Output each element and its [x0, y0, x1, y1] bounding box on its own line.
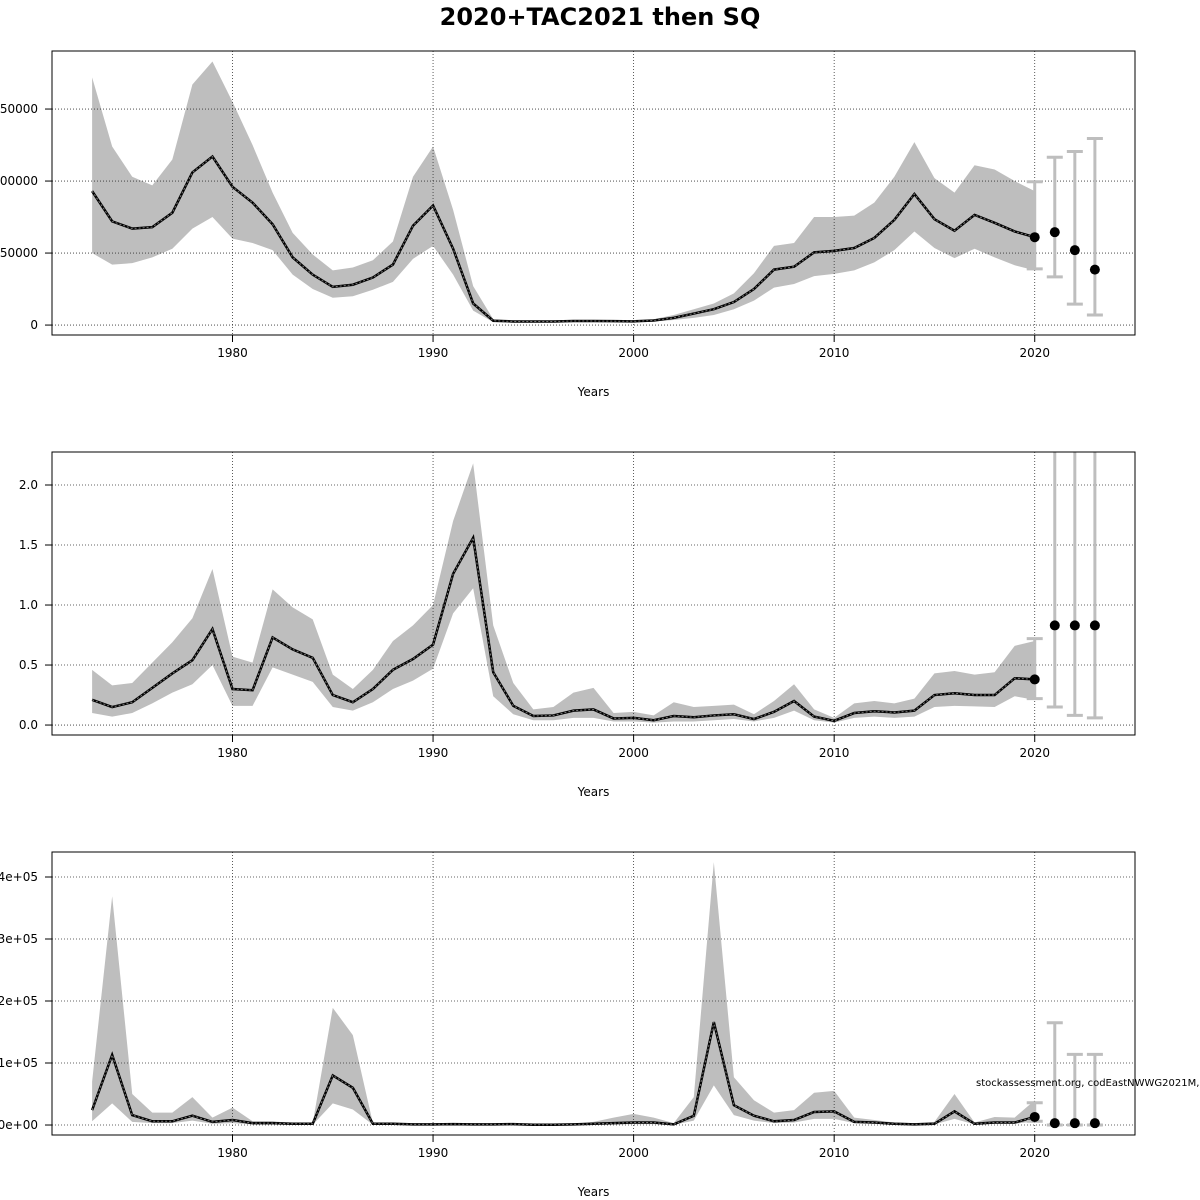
- forecast-point: [1089, 264, 1100, 275]
- x-tick-label: 1990: [418, 746, 449, 760]
- x-tick-label: 1980: [217, 746, 248, 760]
- forecast-point: [1049, 227, 1060, 238]
- plot-frame: [51, 851, 1136, 1136]
- y-tick-label: 100000: [0, 174, 38, 188]
- x-axis-label: Years: [577, 1185, 610, 1199]
- panel-1: 1980 1990 2000 2010 2020 0 50000 100000 150000 Ye…: [0, 50, 1136, 399]
- x-axis-label: Years: [577, 785, 610, 799]
- x-tick-label: 1990: [418, 1146, 449, 1160]
- x-axis-label: Years: [577, 385, 610, 399]
- plot-area: [52, 852, 1135, 1135]
- median-line-dash: [91, 1021, 1035, 1126]
- confidence-band: [92, 463, 1035, 723]
- median-line-dash: [91, 536, 1035, 722]
- y-tick-label: 0.0: [19, 718, 38, 732]
- x-tick-label: 2020: [1019, 1146, 1050, 1160]
- confidence-band: [92, 61, 1035, 323]
- plot-frame: [51, 50, 1136, 336]
- forecast-point: [1029, 232, 1040, 243]
- x-tick-label: 2000: [618, 346, 649, 360]
- y-tick-label: 1.0: [19, 598, 38, 612]
- chart-title: 2020+TAC2021 then SQ: [439, 3, 761, 31]
- x-tick-label: 1980: [217, 346, 248, 360]
- x-tick-label: 2020: [1019, 746, 1050, 760]
- x-tick-label: 2000: [618, 1146, 649, 1160]
- forecast-point: [1069, 620, 1080, 631]
- forecast-point: [1029, 1111, 1040, 1122]
- confidence-band: [92, 862, 1035, 1125]
- y-tick-label: 2.0: [19, 478, 38, 492]
- x-tick-label: 1990: [418, 346, 449, 360]
- y-tick-label: 1.5: [19, 538, 38, 552]
- x-tick-label: 2020: [1019, 346, 1050, 360]
- forecast-point: [1089, 1118, 1100, 1129]
- plot-area: [52, 51, 1135, 335]
- forecast-point: [1049, 620, 1060, 631]
- forecast-point: [1069, 1118, 1080, 1129]
- forecast-point: [1089, 620, 1100, 631]
- panel-3: 1980 1990 2000 2010 2020 0e+00 1e+05 2e+05 3e+05…: [0, 851, 1199, 1199]
- median-line-dash: [91, 155, 1035, 322]
- y-tick-label: 3e+05: [0, 932, 38, 946]
- plot-frame: [51, 451, 1136, 736]
- y-tick-label: 1e+05: [0, 1056, 38, 1070]
- y-tick-label: 0e+00: [0, 1118, 38, 1132]
- forecast-point: [1069, 245, 1080, 256]
- y-tick-label: 50000: [0, 246, 38, 260]
- y-tick-label: 0.5: [19, 658, 38, 672]
- source-annotation: stockassessment.org, codEastNWWG2021M,: [976, 1078, 1199, 1089]
- forecast-point: [1049, 1118, 1060, 1129]
- x-tick-label: 2000: [618, 746, 649, 760]
- y-tick-label: 2e+05: [0, 994, 38, 1008]
- x-tick-label: 2010: [819, 346, 850, 360]
- y-tick-label: 0: [30, 318, 38, 332]
- plot-area: [52, 452, 1135, 735]
- panel-2: 1980 1990 2000 2010 2020 0.0 0.5 1.0 1.5 2.0 Years: [19, 451, 1136, 799]
- x-tick-label: 1980: [217, 1146, 248, 1160]
- y-tick-label: 150000: [0, 102, 38, 116]
- x-tick-label: 2010: [819, 1146, 850, 1160]
- y-tick-label: 4e+05: [0, 870, 38, 884]
- forecast-point: [1029, 674, 1040, 685]
- x-tick-label: 2010: [819, 746, 850, 760]
